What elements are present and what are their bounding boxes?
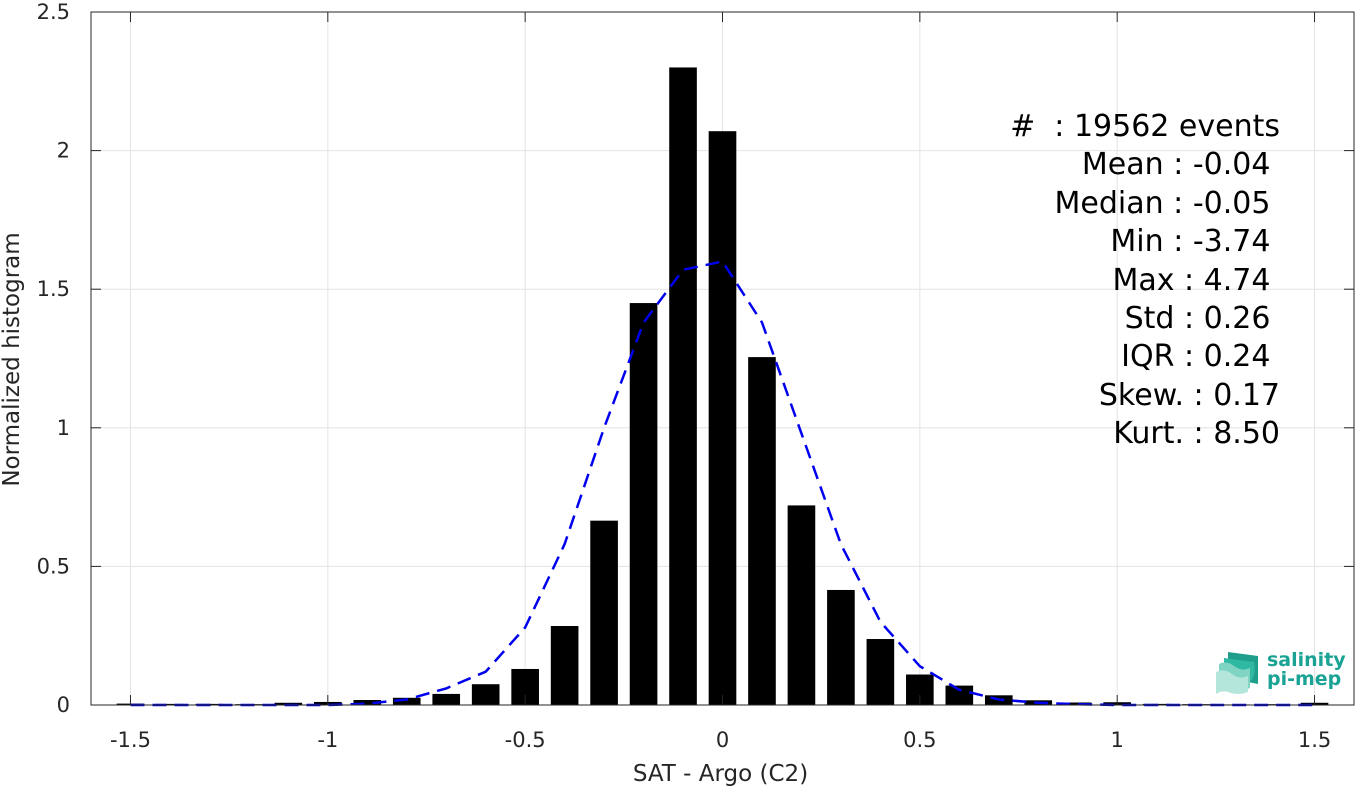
x-tick-label: 0.5	[903, 728, 936, 752]
histogram-bar	[629, 303, 658, 705]
histogram-bar	[353, 700, 382, 705]
histogram-bar	[432, 693, 461, 705]
stat-min: Min : -3.74	[1110, 224, 1280, 260]
x-tick-label: -1	[317, 728, 338, 752]
y-tick-label: 1.5	[37, 277, 70, 301]
stat-max: Max : 4.74	[1112, 262, 1280, 298]
salinity-pimep-logo: salinity pi-mep	[1216, 646, 1346, 696]
x-axis-ticks: -1.5 -1 -0.5 0 0.5 1 1.5	[110, 12, 1331, 752]
y-axis-label: Normalized histogram	[0, 232, 25, 486]
logo-line-salinity: salinity	[1267, 649, 1346, 671]
y-axis-ticks: 0 0.5 1 1.5 2 2.5	[37, 0, 1354, 717]
x-tick-label: 0	[716, 728, 729, 752]
histogram-bar	[471, 684, 500, 705]
stat-iqr: IQR : 0.24	[1121, 339, 1280, 375]
logo-line-pimep: pi-mep	[1267, 668, 1342, 690]
histogram-bar	[708, 131, 737, 706]
wave-layers-icon	[1216, 652, 1258, 694]
x-tick-label: 1	[1111, 728, 1124, 752]
stat-std: Std : 0.26	[1124, 301, 1280, 337]
histogram-bar	[945, 685, 974, 705]
histogram-bar	[787, 505, 816, 705]
histogram-bar	[550, 625, 579, 705]
stat-skew: Skew. : 0.17	[1098, 377, 1280, 413]
x-tick-label: 1.5	[1298, 728, 1331, 752]
histogram-bars	[116, 67, 1329, 706]
histogram-bar	[156, 703, 184, 705]
histogram-bar	[827, 589, 855, 705]
x-tick-label: -1.5	[110, 728, 151, 752]
y-tick-label: 0.5	[37, 554, 70, 578]
stat-median: Median : -0.05	[1054, 185, 1280, 221]
histogram-bar	[866, 639, 895, 705]
y-tick-label: 1	[57, 416, 70, 440]
histogram-bar	[669, 67, 697, 705]
stat-mean: Mean : -0.04	[1081, 147, 1280, 183]
y-tick-label: 2	[57, 139, 70, 163]
stat-kurt: Kurt. : 8.50	[1113, 416, 1280, 452]
histogram-bar	[748, 357, 776, 705]
x-tick-label: -0.5	[505, 728, 546, 752]
x-axis-label: SAT - Argo (C2)	[633, 761, 808, 787]
stat-count: # : 19562 events	[1010, 109, 1280, 144]
histogram-bar	[1063, 702, 1092, 705]
histogram-bar	[392, 697, 421, 705]
histogram-bar	[590, 520, 618, 705]
statistics-annotation: # : 19562 events Mean : -0.04 Median : -…	[900, 108, 1280, 454]
y-tick-label: 2.5	[37, 0, 70, 24]
y-tick-label: 0	[57, 693, 70, 717]
